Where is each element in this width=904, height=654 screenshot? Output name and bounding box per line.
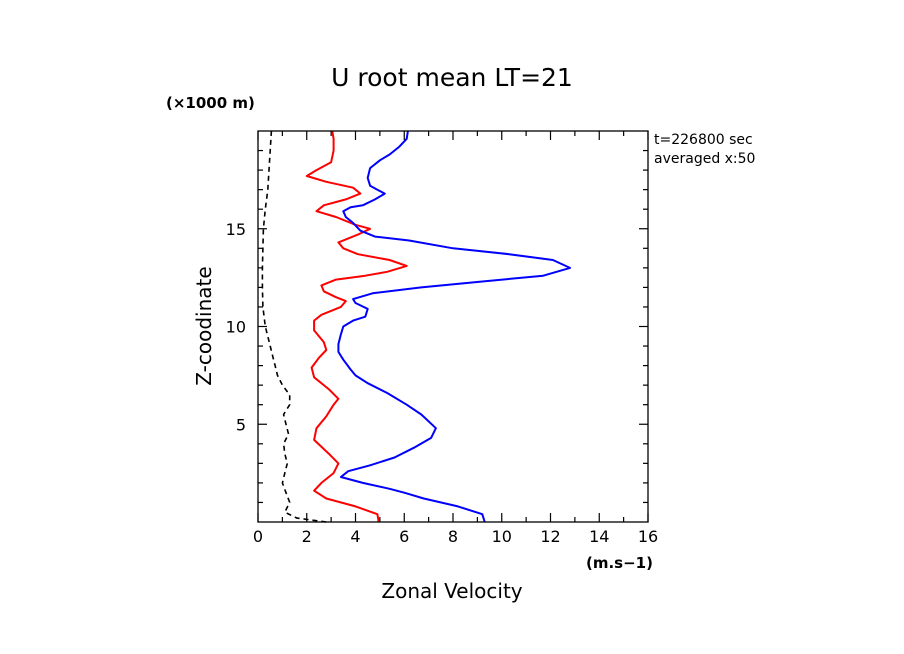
time-annotation: t=226800 sec — [654, 132, 753, 148]
x-tick-label: 10 — [492, 527, 512, 546]
averaging-annotation: averaged x:50 — [654, 151, 755, 167]
x-tick-label: 6 — [399, 527, 409, 546]
series-lines — [261, 130, 571, 523]
x-axis-label: Zonal Velocity — [381, 579, 522, 603]
series-line-0 — [305, 130, 408, 523]
axis-ticks: 0 2 4 6 8 10 12 14 16 5 10 15 — [226, 131, 658, 546]
x-tick-label: 2 — [302, 527, 312, 546]
chart-title: U root mean LT=21 — [331, 63, 573, 92]
x-tick-label: 16 — [638, 527, 658, 546]
plot-frame — [257, 130, 649, 523]
x-tick-label: 14 — [589, 527, 609, 546]
x-tick-label: 8 — [448, 527, 458, 546]
x-tick-label: 4 — [350, 527, 360, 546]
x-unit-label: (m.s−1) — [586, 554, 653, 572]
y-tick-label: 10 — [226, 318, 246, 337]
y-axis-label: Z-coodinate — [192, 266, 216, 385]
y-tick-label: 5 — [236, 415, 246, 434]
series-line-2 — [261, 130, 327, 523]
x-tick-label: 0 — [253, 527, 263, 546]
y-unit-label: (×1000 m) — [166, 94, 255, 112]
annotation-clip — [775, 125, 815, 175]
x-tick-label: 12 — [540, 527, 560, 546]
series-line-1 — [337, 130, 571, 523]
y-tick-label: 15 — [226, 220, 246, 239]
